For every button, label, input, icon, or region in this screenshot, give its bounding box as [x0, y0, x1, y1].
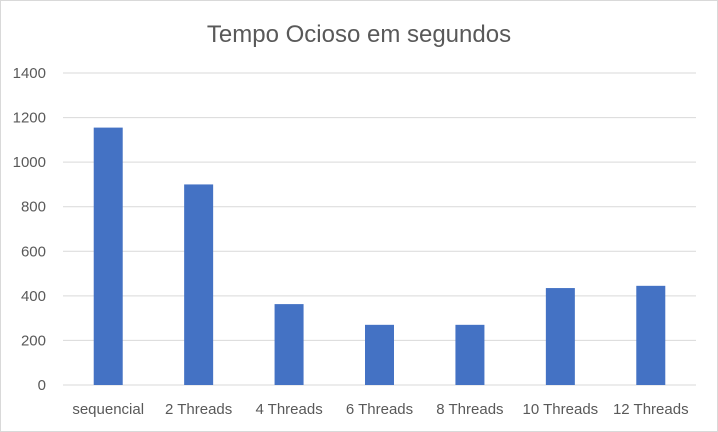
- y-tick-label: 0: [38, 377, 46, 394]
- x-tick-label: 4 Threads: [255, 401, 322, 418]
- x-tick-label: 10 Threads: [523, 401, 599, 418]
- bar-4: [455, 324, 485, 385]
- x-axis-labels: sequencial 2 Threads 4 Threads 6 Threads 8 T…: [72, 401, 688, 418]
- bar-1: [184, 184, 214, 385]
- y-tick-label: 600: [21, 243, 46, 260]
- bar-6: [636, 285, 666, 385]
- bar-0: [93, 127, 123, 385]
- bar-3: [365, 324, 394, 385]
- chart-title: Tempo Ocioso em segundos: [206, 21, 512, 48]
- x-tick-label: 8 Threads: [436, 401, 503, 418]
- y-tick-label: 200: [21, 332, 46, 349]
- x-tick-label: 2 Threads: [165, 401, 232, 418]
- bar-2: [274, 304, 304, 385]
- grid-layer: [63, 72, 696, 386]
- bar-5: [545, 288, 575, 385]
- y-tick-label: 1000: [13, 154, 46, 171]
- y-tick-label: 800: [21, 199, 46, 216]
- bars: [93, 127, 666, 385]
- x-tick-label: sequencial: [72, 401, 144, 418]
- x-tick-label: 6 Threads: [346, 401, 413, 418]
- y-tick-label: 400: [21, 288, 46, 305]
- x-tick-label: 12 Threads: [613, 401, 689, 418]
- y-tick-label: 1400: [13, 65, 46, 82]
- y-tick-label: 1200: [13, 110, 46, 127]
- y-axis-ticks: 0 200 400 600 800 1000 1200 1400: [13, 65, 46, 394]
